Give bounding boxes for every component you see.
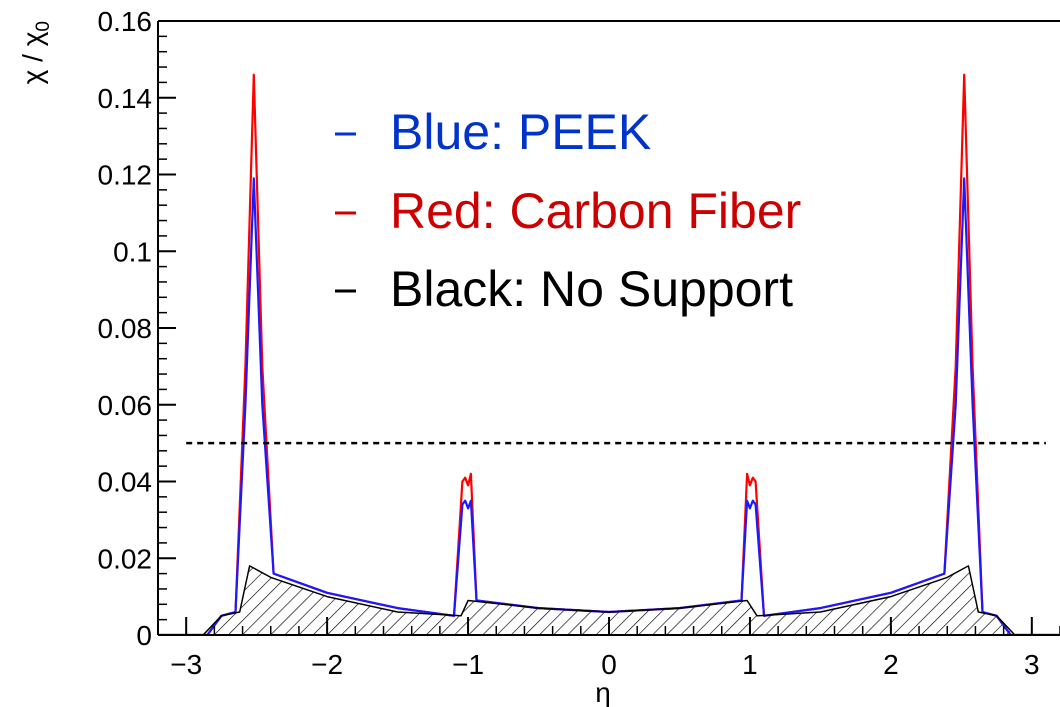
y-tick-label: 0.14 [98, 83, 153, 114]
y-axis-title: χ / χ0 [17, 21, 54, 84]
legend: Blue: PEEK Red: Carbon Fiber Black: No Sup… [335, 104, 801, 317]
legend-label-blue-peek: Blue: PEEK [390, 104, 651, 160]
x-tick-label: −3 [170, 649, 202, 680]
y-tick-label: 0.12 [98, 160, 153, 191]
x-tick-label: 2 [883, 649, 899, 680]
y-axis-title-main: χ / χ [17, 31, 48, 84]
x-axis-title: η [595, 677, 611, 707]
y-tick-label: 0.02 [98, 543, 153, 574]
legend-label-red-carbon-fiber: Red: Carbon Fiber [390, 183, 801, 239]
y-tick-label: 0.1 [113, 236, 152, 267]
plot-area [158, 73, 1060, 635]
y-axis-title-subscript: 0 [33, 21, 54, 32]
series-fill-no-support [158, 565, 1060, 635]
y-tick-label: 0 [136, 620, 152, 651]
series-line-blue-peek [158, 177, 1060, 635]
y-tick-label: 0.16 [98, 6, 153, 37]
series-line-black-no-support [158, 565, 1060, 635]
x-tick-label: 0 [601, 649, 617, 680]
x-tick-label: −1 [452, 649, 484, 680]
x-tick-label: 1 [742, 649, 758, 680]
axes: 0 0.02 0.04 0.06 0.08 0.1 0.12 0.14 0.16 −3 −2 −1 0 1… [17, 6, 1060, 707]
y-tick-label: 0.08 [98, 313, 153, 344]
y-tick-label: 0.06 [98, 390, 153, 421]
legend-label-black-no-support: Black: No Support [390, 261, 793, 317]
y-tick-label: 0.04 [98, 467, 153, 498]
x-tick-label: −2 [311, 649, 343, 680]
x-tick-label: 3 [1024, 649, 1040, 680]
